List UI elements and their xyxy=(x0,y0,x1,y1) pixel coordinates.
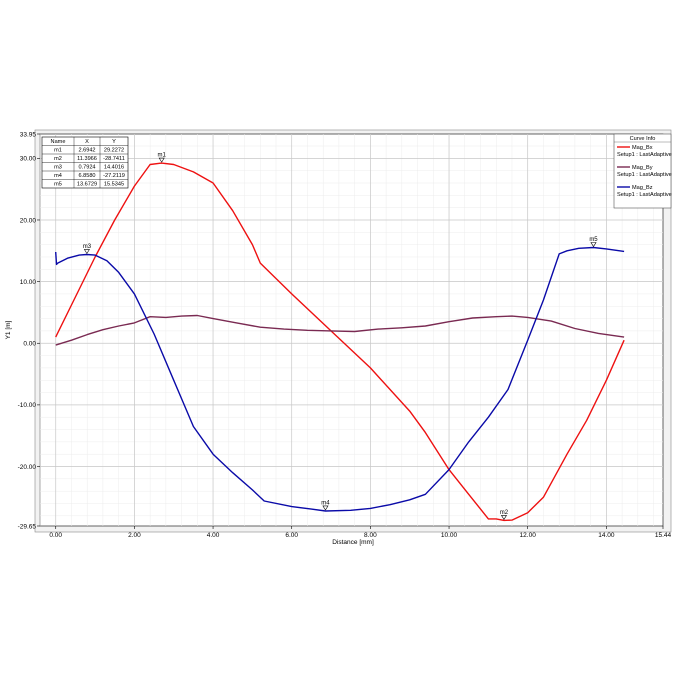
y-tick-label: -29.65 xyxy=(18,523,37,530)
marker-label: m4 xyxy=(321,500,330,506)
table-cell: -28.7411 xyxy=(103,156,125,162)
table-cell: -27.2119 xyxy=(103,173,125,179)
legend-entry-setup: Setup1 : LastAdaptive xyxy=(617,172,672,178)
table-header-cell: Y xyxy=(112,139,116,145)
table-cell: m2 xyxy=(54,156,62,162)
y-tick-label: 33.95 xyxy=(20,131,37,138)
table-cell: 15.5345 xyxy=(104,182,124,188)
table-cell: 29.2272 xyxy=(104,148,124,154)
marker-symbol xyxy=(83,249,90,255)
legend-entry-name: Mag_Bx xyxy=(632,145,653,151)
table-cell: m4 xyxy=(54,173,62,179)
marker-label: m2 xyxy=(500,510,509,516)
table-cell: 0.7924 xyxy=(78,165,95,171)
marker-label: m3 xyxy=(83,244,92,250)
legend-entry-name: Mag_By xyxy=(632,165,653,171)
table-cell: 14.4016 xyxy=(104,165,124,171)
marker-symbol xyxy=(500,515,508,520)
table-cell: 11.3966 xyxy=(77,156,97,162)
plot-area xyxy=(39,133,664,527)
x-tick-label: 15.44 xyxy=(655,532,672,539)
table-header-cell: Name xyxy=(51,139,66,145)
y-tick-label: -10.00 xyxy=(18,402,37,409)
table-cell: 2.6942 xyxy=(78,148,95,154)
grid xyxy=(39,134,663,526)
x-tick-label: 8.00 xyxy=(364,532,377,539)
series-line-mag-bz xyxy=(55,246,625,512)
table-cell: m3 xyxy=(54,165,62,171)
y-tick-label: 10.00 xyxy=(20,279,37,286)
axes: 0.00 2.00 4.00 6.00 8.00 10.00 12.00 14.00 15.44… xyxy=(18,131,672,539)
x-tick-label: 0.00 xyxy=(49,532,62,539)
x-tick-label: 2.00 xyxy=(128,532,141,539)
marker-symbol xyxy=(158,157,165,163)
marker-symbol xyxy=(590,242,597,248)
table-header-cell: X xyxy=(85,139,89,145)
marker-layer: m1 m2 m3 m4 m5 xyxy=(83,153,598,520)
series-line-mag-by xyxy=(55,314,625,346)
marker-label: m1 xyxy=(158,153,167,159)
x-axis-label: Distance [mm] xyxy=(332,539,374,546)
legend-entry-setup: Setup1 : LastAdaptive xyxy=(617,152,672,158)
x-tick-label: 10.00 xyxy=(441,532,458,539)
x-tick-label: 4.00 xyxy=(207,532,220,539)
table-cell: m1 xyxy=(54,148,62,154)
series-layer xyxy=(55,162,625,522)
table-cell: 13.6729 xyxy=(77,182,97,188)
y-tick-label: -20.00 xyxy=(18,464,37,471)
x-tick-label: 14.00 xyxy=(598,532,615,539)
y-axis-label: Y1 [m] xyxy=(5,320,12,339)
legend-title: Curve Info xyxy=(630,136,656,142)
table-cell: 6.8580 xyxy=(78,173,95,179)
marker-symbol xyxy=(322,505,329,511)
y-tick-label: 0.00 xyxy=(23,341,36,348)
marker-table[interactable]: Name X Ym1 2.6942 29.2272 m2 11.3966 -28.7411 m3… xyxy=(41,136,129,189)
legend-entry-setup: Setup1 : LastAdaptive xyxy=(617,192,672,198)
y-tick-label: 20.00 xyxy=(20,217,37,224)
legend-entry-name: Mag_Bz xyxy=(632,185,653,191)
x-tick-label: 6.00 xyxy=(285,532,298,539)
marker-label: m5 xyxy=(589,237,598,243)
y-tick-label: 30.00 xyxy=(20,156,37,163)
table-cell: m5 xyxy=(54,182,62,188)
series-line-mag-bx xyxy=(55,162,625,522)
x-tick-label: 12.00 xyxy=(520,532,537,539)
